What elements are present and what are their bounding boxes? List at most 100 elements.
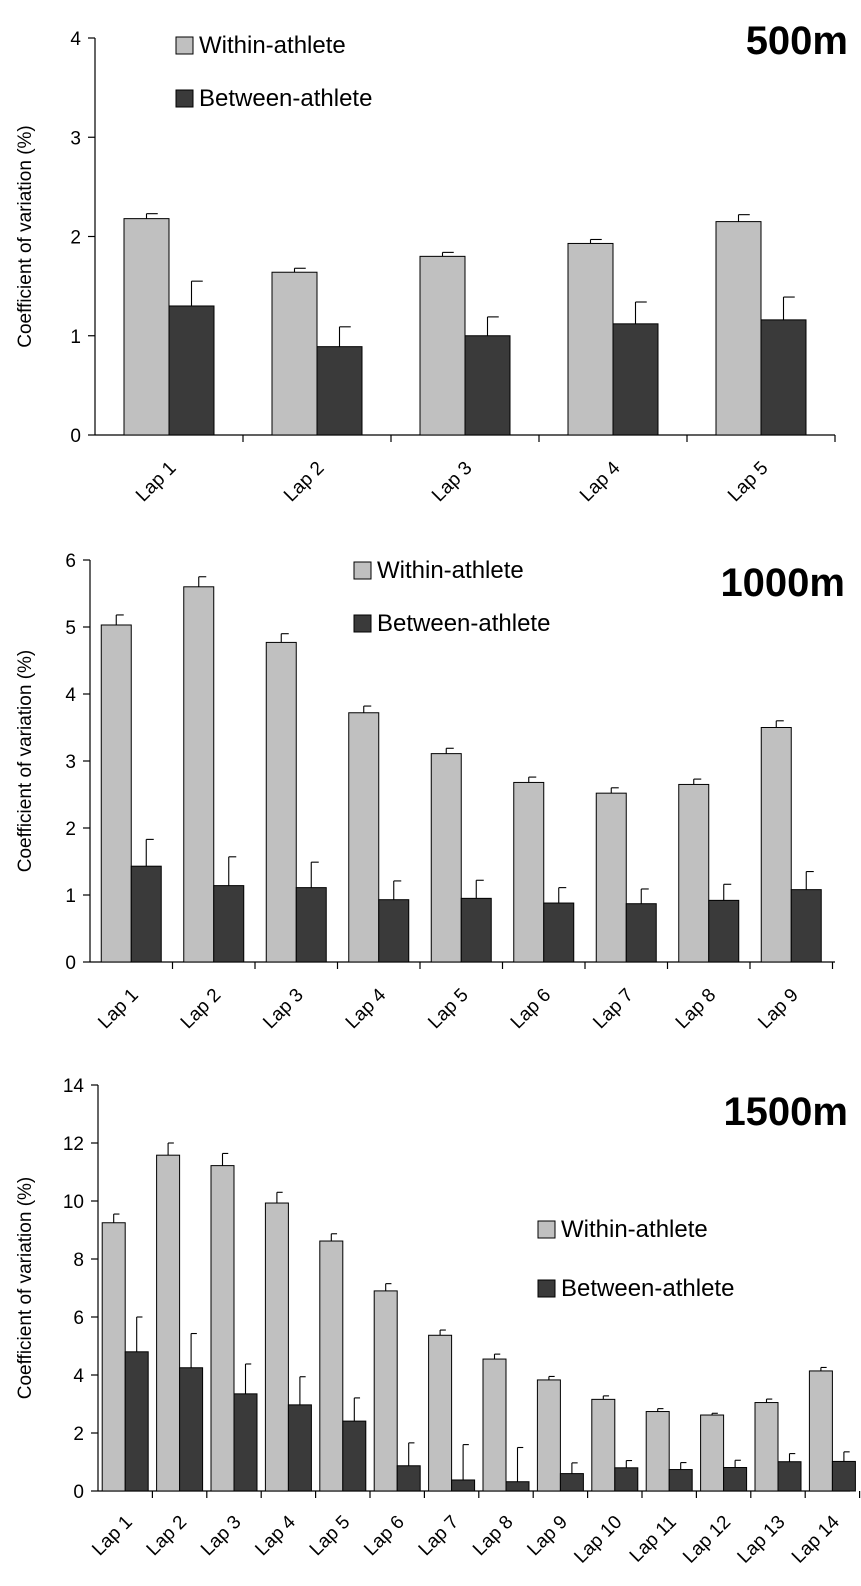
between-bar — [168, 305, 215, 436]
y-axis-label: Coefficient of variation (%) — [15, 1177, 36, 1399]
y-tick-label: 3 — [65, 752, 76, 773]
within-bar — [536, 1379, 561, 1492]
between-bar — [213, 885, 245, 963]
between-bar — [668, 1469, 693, 1492]
y-tick-label: 2 — [65, 819, 76, 840]
x-category-label: Lap 5 — [424, 985, 472, 1033]
legend-swatch-within — [175, 36, 194, 55]
x-category-label: Lap 1 — [94, 985, 142, 1033]
y-tick-label: 8 — [73, 1250, 84, 1271]
x-category-label: Lap 1 — [88, 1512, 136, 1560]
within-bar — [348, 712, 380, 963]
panel-title: 1500m — [723, 1090, 848, 1134]
x-category-label: Lap 13 — [734, 1512, 790, 1568]
between-bar — [396, 1465, 421, 1492]
y-tick-label: 1 — [65, 886, 76, 907]
between-bar — [790, 889, 822, 963]
y-tick-label: 6 — [65, 551, 76, 572]
y-tick-label: 0 — [70, 426, 81, 447]
y-axis-label: Coefficient of variation (%) — [15, 125, 36, 347]
x-category-label: Lap 5 — [724, 458, 772, 506]
within-bar — [567, 242, 614, 436]
chart-panel-1500m: 0 2 4 6 8 10 12 14 Coefficient of variation (%) L… — [15, 1076, 861, 1568]
y-tick-label: 5 — [65, 618, 76, 639]
x-category-label: Lap 4 — [576, 457, 625, 506]
y-tick-label: 1 — [70, 327, 81, 348]
x-category-label: Lap 4 — [251, 1511, 300, 1560]
between-bar — [614, 1467, 639, 1492]
x-category-label: Lap 2 — [177, 985, 225, 1033]
between-bar — [831, 1460, 856, 1492]
y-tick-label: 10 — [63, 1192, 84, 1213]
within-bar — [264, 1202, 289, 1492]
legend-label-between: Between-athlete — [199, 85, 372, 112]
chart-panel-500m: 0 1 2 3 4 Coefficient of variation (%) Lap 1 La… — [15, 19, 848, 506]
legend-swatch-within — [353, 561, 372, 580]
x-category-label: Lap 3 — [259, 985, 307, 1033]
within-bar — [156, 1154, 181, 1492]
within-bar — [808, 1370, 833, 1492]
y-tick-label: 0 — [73, 1482, 84, 1503]
between-bar — [464, 335, 511, 436]
within-bar — [265, 641, 297, 963]
x-category-label: Lap 8 — [672, 985, 720, 1033]
y-tick-label: 4 — [70, 29, 81, 50]
between-bar — [130, 865, 162, 963]
x-category-label: Lap 2 — [143, 1512, 191, 1560]
within-bar — [319, 1240, 344, 1492]
between-bar — [124, 1351, 149, 1492]
x-category-label: Lap 7 — [415, 1512, 463, 1560]
between-bar — [179, 1367, 204, 1492]
between-bar — [233, 1393, 258, 1492]
x-category-label: Lap 7 — [589, 985, 637, 1033]
x-category-label: Lap 14 — [788, 1511, 844, 1567]
legend-label-within: Within-athlete — [377, 557, 524, 584]
between-bar — [505, 1481, 530, 1492]
y-tick-label: 4 — [73, 1366, 84, 1387]
y-tick-label: 2 — [70, 228, 81, 249]
x-category-label: Lap 10 — [570, 1512, 626, 1568]
between-bar — [287, 1404, 312, 1492]
within-bar — [183, 586, 215, 963]
legend-swatch-between — [353, 614, 372, 633]
within-bar — [678, 783, 710, 963]
y-tick-label: 14 — [63, 1076, 85, 1097]
x-category-label: Lap 3 — [428, 458, 476, 506]
within-bar — [430, 753, 462, 963]
within-bar — [271, 271, 318, 436]
x-category-label: Lap 4 — [342, 984, 391, 1033]
between-bar — [451, 1479, 476, 1492]
within-bar — [645, 1411, 670, 1492]
within-bar — [428, 1334, 453, 1492]
legend-label-between: Between-athlete — [377, 610, 550, 637]
between-bar — [460, 897, 492, 963]
y-tick-label: 0 — [65, 953, 76, 974]
between-bar — [543, 902, 575, 963]
within-bar — [123, 218, 170, 436]
within-bar — [513, 781, 545, 963]
within-bar — [700, 1414, 725, 1492]
within-bar — [760, 727, 792, 963]
x-category-label: Lap 6 — [360, 1512, 408, 1560]
legend-swatch-between — [175, 89, 194, 108]
legend-swatch-within — [537, 1220, 556, 1239]
legend-label-between: Between-athlete — [561, 1275, 734, 1302]
between-bar — [559, 1473, 584, 1492]
x-category-label: Lap 12 — [679, 1512, 735, 1568]
within-bar — [715, 221, 762, 436]
between-bar — [777, 1461, 802, 1492]
within-bar — [591, 1398, 616, 1492]
panel-title: 500m — [746, 19, 848, 63]
x-category-label: Lap 8 — [469, 1512, 517, 1560]
x-category-label: Lap 9 — [754, 985, 802, 1033]
y-tick-label: 12 — [63, 1134, 84, 1155]
legend-swatch-between — [537, 1279, 556, 1298]
between-bar — [708, 899, 740, 963]
within-bar — [482, 1358, 507, 1492]
within-bar — [373, 1290, 398, 1492]
x-category-label: Lap 6 — [507, 985, 555, 1033]
x-category-label: Lap 9 — [523, 1512, 571, 1560]
between-bar — [612, 323, 659, 436]
within-bar — [210, 1165, 235, 1492]
